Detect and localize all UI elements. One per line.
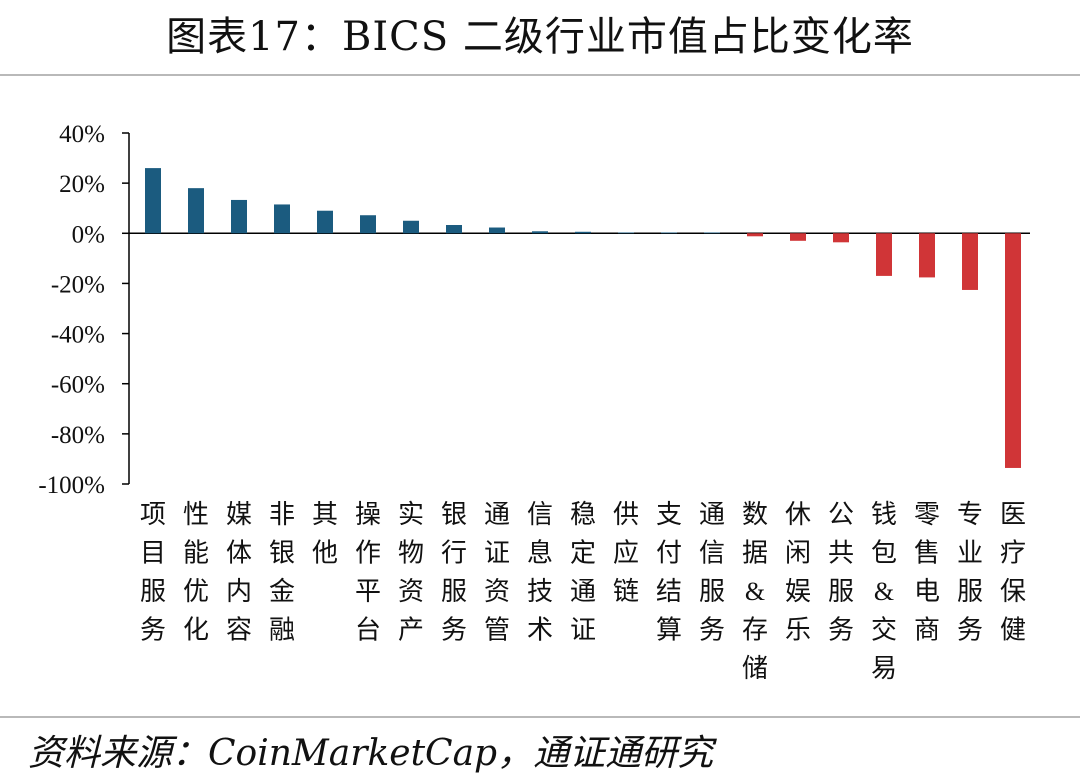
bar-series	[145, 168, 1021, 468]
x-tick-label: 医疗保健	[1000, 500, 1026, 645]
x-tick-label: 通证资管	[484, 500, 510, 645]
x-tick-label: 信息技术	[527, 500, 553, 645]
bar-21	[1005, 233, 1021, 468]
bar-6	[360, 215, 376, 234]
y-tick-label: -40%	[51, 322, 105, 349]
x-tick-label: 零售电商	[914, 500, 940, 645]
bar-chart: 40% 20% 0% -20% -40% -60% -80% -100% 项目服务性能优化媒体…	[38, 121, 1030, 683]
y-tick-label: -100%	[38, 472, 105, 499]
bar-9	[489, 227, 505, 234]
bar-2	[188, 188, 204, 234]
x-tick-label: 项目服务	[140, 500, 166, 645]
x-tick-label: 供应链	[613, 500, 639, 606]
bar-11	[575, 231, 591, 234]
y-tick-label: 0%	[72, 221, 105, 248]
chart-title: 图表17：BICS 二级行业市值占比变化率	[166, 14, 914, 60]
y-tick-label: -60%	[51, 372, 105, 399]
title-divider	[0, 74, 1080, 76]
source-divider	[0, 716, 1080, 718]
bar-1	[145, 168, 161, 234]
bar-13	[661, 232, 677, 234]
bar-5	[317, 210, 333, 234]
bar-12	[618, 232, 634, 234]
bar-20	[962, 233, 978, 290]
x-tick-label: 支付结算	[656, 500, 682, 645]
x-tick-label: 稳定通证	[570, 500, 596, 645]
bar-17	[833, 233, 849, 243]
bar-19	[919, 233, 935, 278]
bar-14	[704, 232, 720, 234]
bar-18	[876, 233, 892, 276]
y-tick-label: 20%	[59, 171, 105, 198]
x-tick-label: 实物资产	[398, 500, 424, 645]
bar-10	[532, 231, 548, 234]
x-tick-label: 银行服务	[441, 500, 467, 645]
x-tick-label: 非银金融	[269, 500, 295, 645]
x-tick-label: 通信服务	[699, 500, 725, 645]
x-tick-label: 数据&存储	[742, 500, 768, 683]
x-tick-label: 性能优化	[183, 500, 209, 645]
x-tick-label: 操作平台	[355, 500, 381, 645]
bar-8	[446, 225, 462, 234]
y-axis: 40% 20% 0% -20% -40% -60% -80% -100%	[38, 121, 1030, 499]
x-tick-label: 专业服务	[957, 500, 983, 645]
x-tick-label: 公共服务	[828, 500, 854, 645]
x-axis-labels: 项目服务性能优化媒体内容非银金融其他操作平台实物资产银行服务通证资管信息技术稳定…	[140, 500, 1026, 683]
bar-15	[747, 233, 763, 237]
y-tick-label: -20%	[51, 271, 105, 298]
source-note: 资料来源：CoinMarketCap，通证通研究	[28, 733, 714, 774]
bar-3	[231, 199, 247, 234]
bar-4	[274, 204, 290, 234]
bar-16	[790, 233, 806, 241]
x-tick-label: 媒体内容	[226, 500, 252, 645]
y-tick-label: -80%	[51, 422, 105, 449]
y-tick-label: 40%	[59, 121, 105, 148]
x-tick-label: 其他	[312, 500, 338, 568]
x-tick-label: 休闲娱乐	[785, 500, 811, 645]
x-tick-label: 钱包&交易	[871, 500, 897, 683]
bar-7	[403, 220, 419, 234]
